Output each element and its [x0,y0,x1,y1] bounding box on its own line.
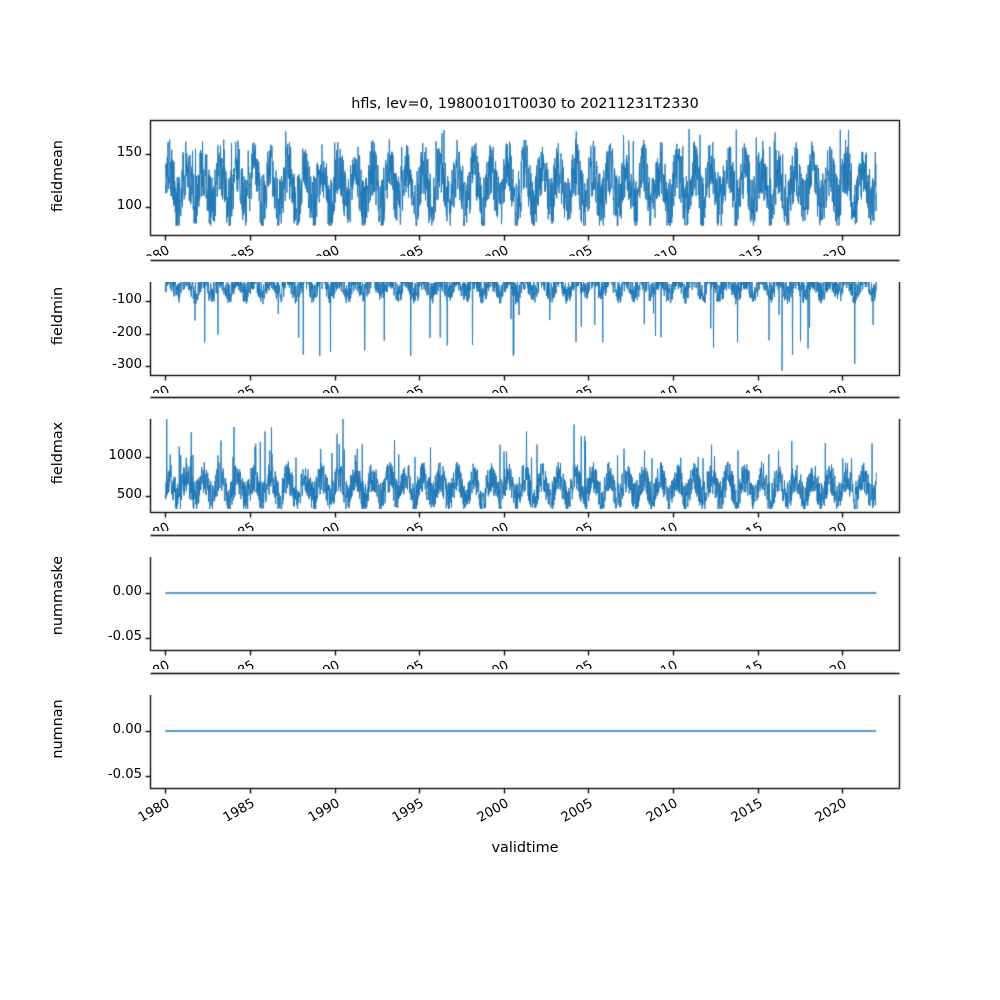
matplotlib-figure: hfls, lev=0, 19800101T0030 to 20211231T2… [0,0,1000,1000]
plot-canvas [0,0,1000,1000]
